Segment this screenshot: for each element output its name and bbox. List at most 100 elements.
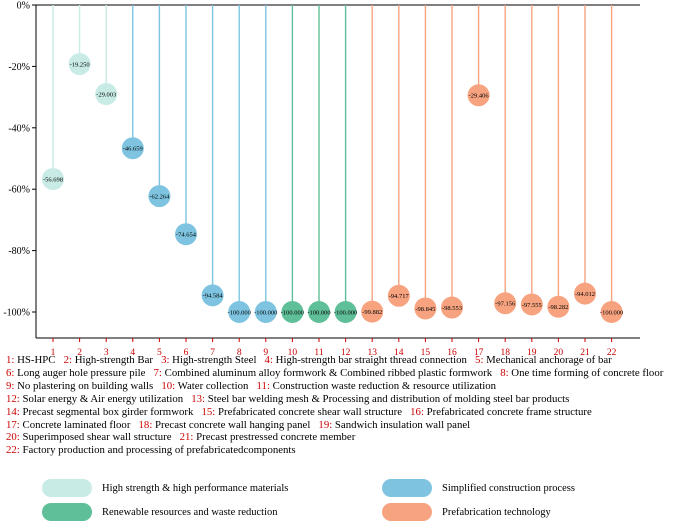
data-point [121, 137, 144, 160]
legend-text: One time forming of concrete floor [508, 366, 664, 379]
category-legend-item: Prefabrication technology [382, 501, 551, 523]
data-point [42, 168, 64, 191]
point-value-label: -94.012 [575, 291, 595, 298]
point-value-label: -94.584 [203, 293, 224, 300]
legend-number: 2: [63, 354, 73, 366]
category-label: Prefabrication technology [442, 506, 551, 518]
legend-line: 9: No plastering on building walls 10: W… [6, 380, 682, 393]
point-value-label: -100.000 [334, 309, 357, 316]
data-point [494, 292, 517, 315]
legend-number: 18: [138, 418, 153, 431]
y-tick-label: 0% [17, 1, 30, 12]
x-tick-label: 12 [341, 348, 351, 355]
data-point [441, 296, 463, 319]
data-point [148, 185, 171, 208]
x-tick-label: 5 [157, 348, 162, 355]
point-value-label: -56.698 [43, 176, 63, 183]
category-label: Simplified construction process [442, 482, 575, 494]
y-tick-label: -60% [8, 185, 30, 196]
x-tick-label: 20 [554, 348, 564, 355]
data-point [387, 284, 410, 307]
x-tick-label: 15 [421, 348, 431, 355]
x-tick-label: 19 [527, 348, 537, 355]
point-value-label: -98.553 [442, 305, 462, 312]
x-tick-label: 6 [184, 348, 189, 355]
y-tick-label: -100% [3, 308, 30, 319]
legend-text: HS-HPC [14, 354, 64, 366]
category-swatch [42, 503, 92, 521]
point-value-label: -98.282 [548, 304, 568, 311]
legend-line: 17: Concrete laminated floor 18: Precast… [6, 419, 682, 432]
point-value-label: -62.264 [149, 193, 170, 200]
legend-text: Combined aluminum alloy formwork & Combi… [161, 366, 501, 379]
data-point [520, 293, 543, 316]
point-value-label: -100.000 [228, 309, 251, 316]
legend-number: 5: [475, 354, 484, 366]
data-point [467, 84, 490, 107]
legend-line: 20: Superimposed shear wall structure 21… [6, 431, 682, 444]
legend-number: 12: [6, 392, 20, 405]
x-tick-label: 10 [288, 348, 298, 355]
point-value-label: -100.000 [254, 309, 277, 316]
plot-frame [35, 4, 640, 339]
data-point [600, 301, 623, 323]
legend-text: Long auger hole pressure pile [14, 366, 154, 379]
data-point [574, 282, 596, 305]
data-point [254, 301, 277, 323]
x-tick-label: 17 [474, 348, 484, 355]
legend-number: 19: [318, 418, 333, 431]
point-value-label: -97.156 [495, 301, 516, 308]
legend-number: 22: [6, 444, 20, 457]
x-tick-label: 2 [77, 348, 82, 355]
category-legend: High strength & high performance materia… [0, 477, 685, 532]
lollipop-chart: -56.698 -19.250 -29.003 -46.659 -62.264 -74.6… [3, 1, 640, 355]
legend-text: Prefabricated concrete frame structure [423, 405, 592, 418]
point-value-label: -94.717 [389, 293, 410, 300]
x-tick-label: 16 [447, 348, 457, 355]
x-tick-label: 9 [263, 348, 268, 355]
legend-text: Precast prestressed concrete member [193, 431, 356, 444]
legend-text: High-strength Bar [72, 354, 162, 366]
legend-text: High-strength bar straight thread connec… [272, 354, 476, 366]
legend-line: 22: Factory production and processing of… [6, 444, 682, 457]
legend-number: 21: [179, 431, 194, 444]
category-label: Renewable resources and waste reduction [102, 506, 278, 518]
legend-text: Sandwich insulation wall panel [332, 418, 471, 431]
legend-text: Solar energy & Air energy utilization [19, 392, 192, 405]
x-tick-label: 7 [210, 348, 215, 355]
point-value-label: -19.250 [70, 61, 90, 68]
legend-line: 6: Long auger hole pressure pile 7: Comb… [6, 367, 682, 380]
x-tick-label: 3 [104, 348, 109, 355]
data-point [201, 284, 224, 307]
legend-number: 3: [161, 354, 170, 366]
legend-number: 9: [6, 379, 15, 392]
legend-text: Factory production and processing of pre… [19, 444, 296, 457]
y-tick-label: -40% [8, 123, 30, 134]
point-value-label: -100.000 [600, 309, 623, 316]
x-tick-label: 22 [607, 348, 617, 355]
y-tick-label: -20% [8, 62, 30, 73]
legend-number: 15: [201, 405, 216, 418]
legend-number: 4: [264, 354, 273, 366]
point-value-label: -98.845 [415, 306, 435, 313]
point-value-label: -29.406 [469, 93, 490, 100]
point-value-label: -29.003 [96, 91, 116, 98]
point-value-label: -100.000 [307, 309, 330, 316]
point-value-label: -46.659 [123, 146, 143, 153]
category-swatch [382, 479, 432, 497]
legend-number: 17: [6, 418, 20, 431]
legend-text: Construction waste reduction & resource … [269, 379, 497, 392]
x-tick-label: 18 [500, 348, 510, 355]
legend-number: 8: [500, 366, 509, 379]
legend-number: 14: [6, 405, 20, 418]
legend-number: 1: [6, 354, 15, 366]
point-value-label: -100.000 [281, 309, 304, 316]
legend-text: Steel bar welding mesh & Processing and … [205, 392, 570, 405]
data-point [414, 297, 437, 320]
x-tick-label: 13 [367, 348, 377, 355]
legend-text: Water collection [175, 379, 257, 392]
category-legend-item: Simplified construction process [382, 477, 575, 499]
legend-number: 16: [410, 405, 424, 418]
legend-text: Prefabricated concrete shear wall struct… [215, 405, 411, 418]
data-point [361, 300, 384, 323]
